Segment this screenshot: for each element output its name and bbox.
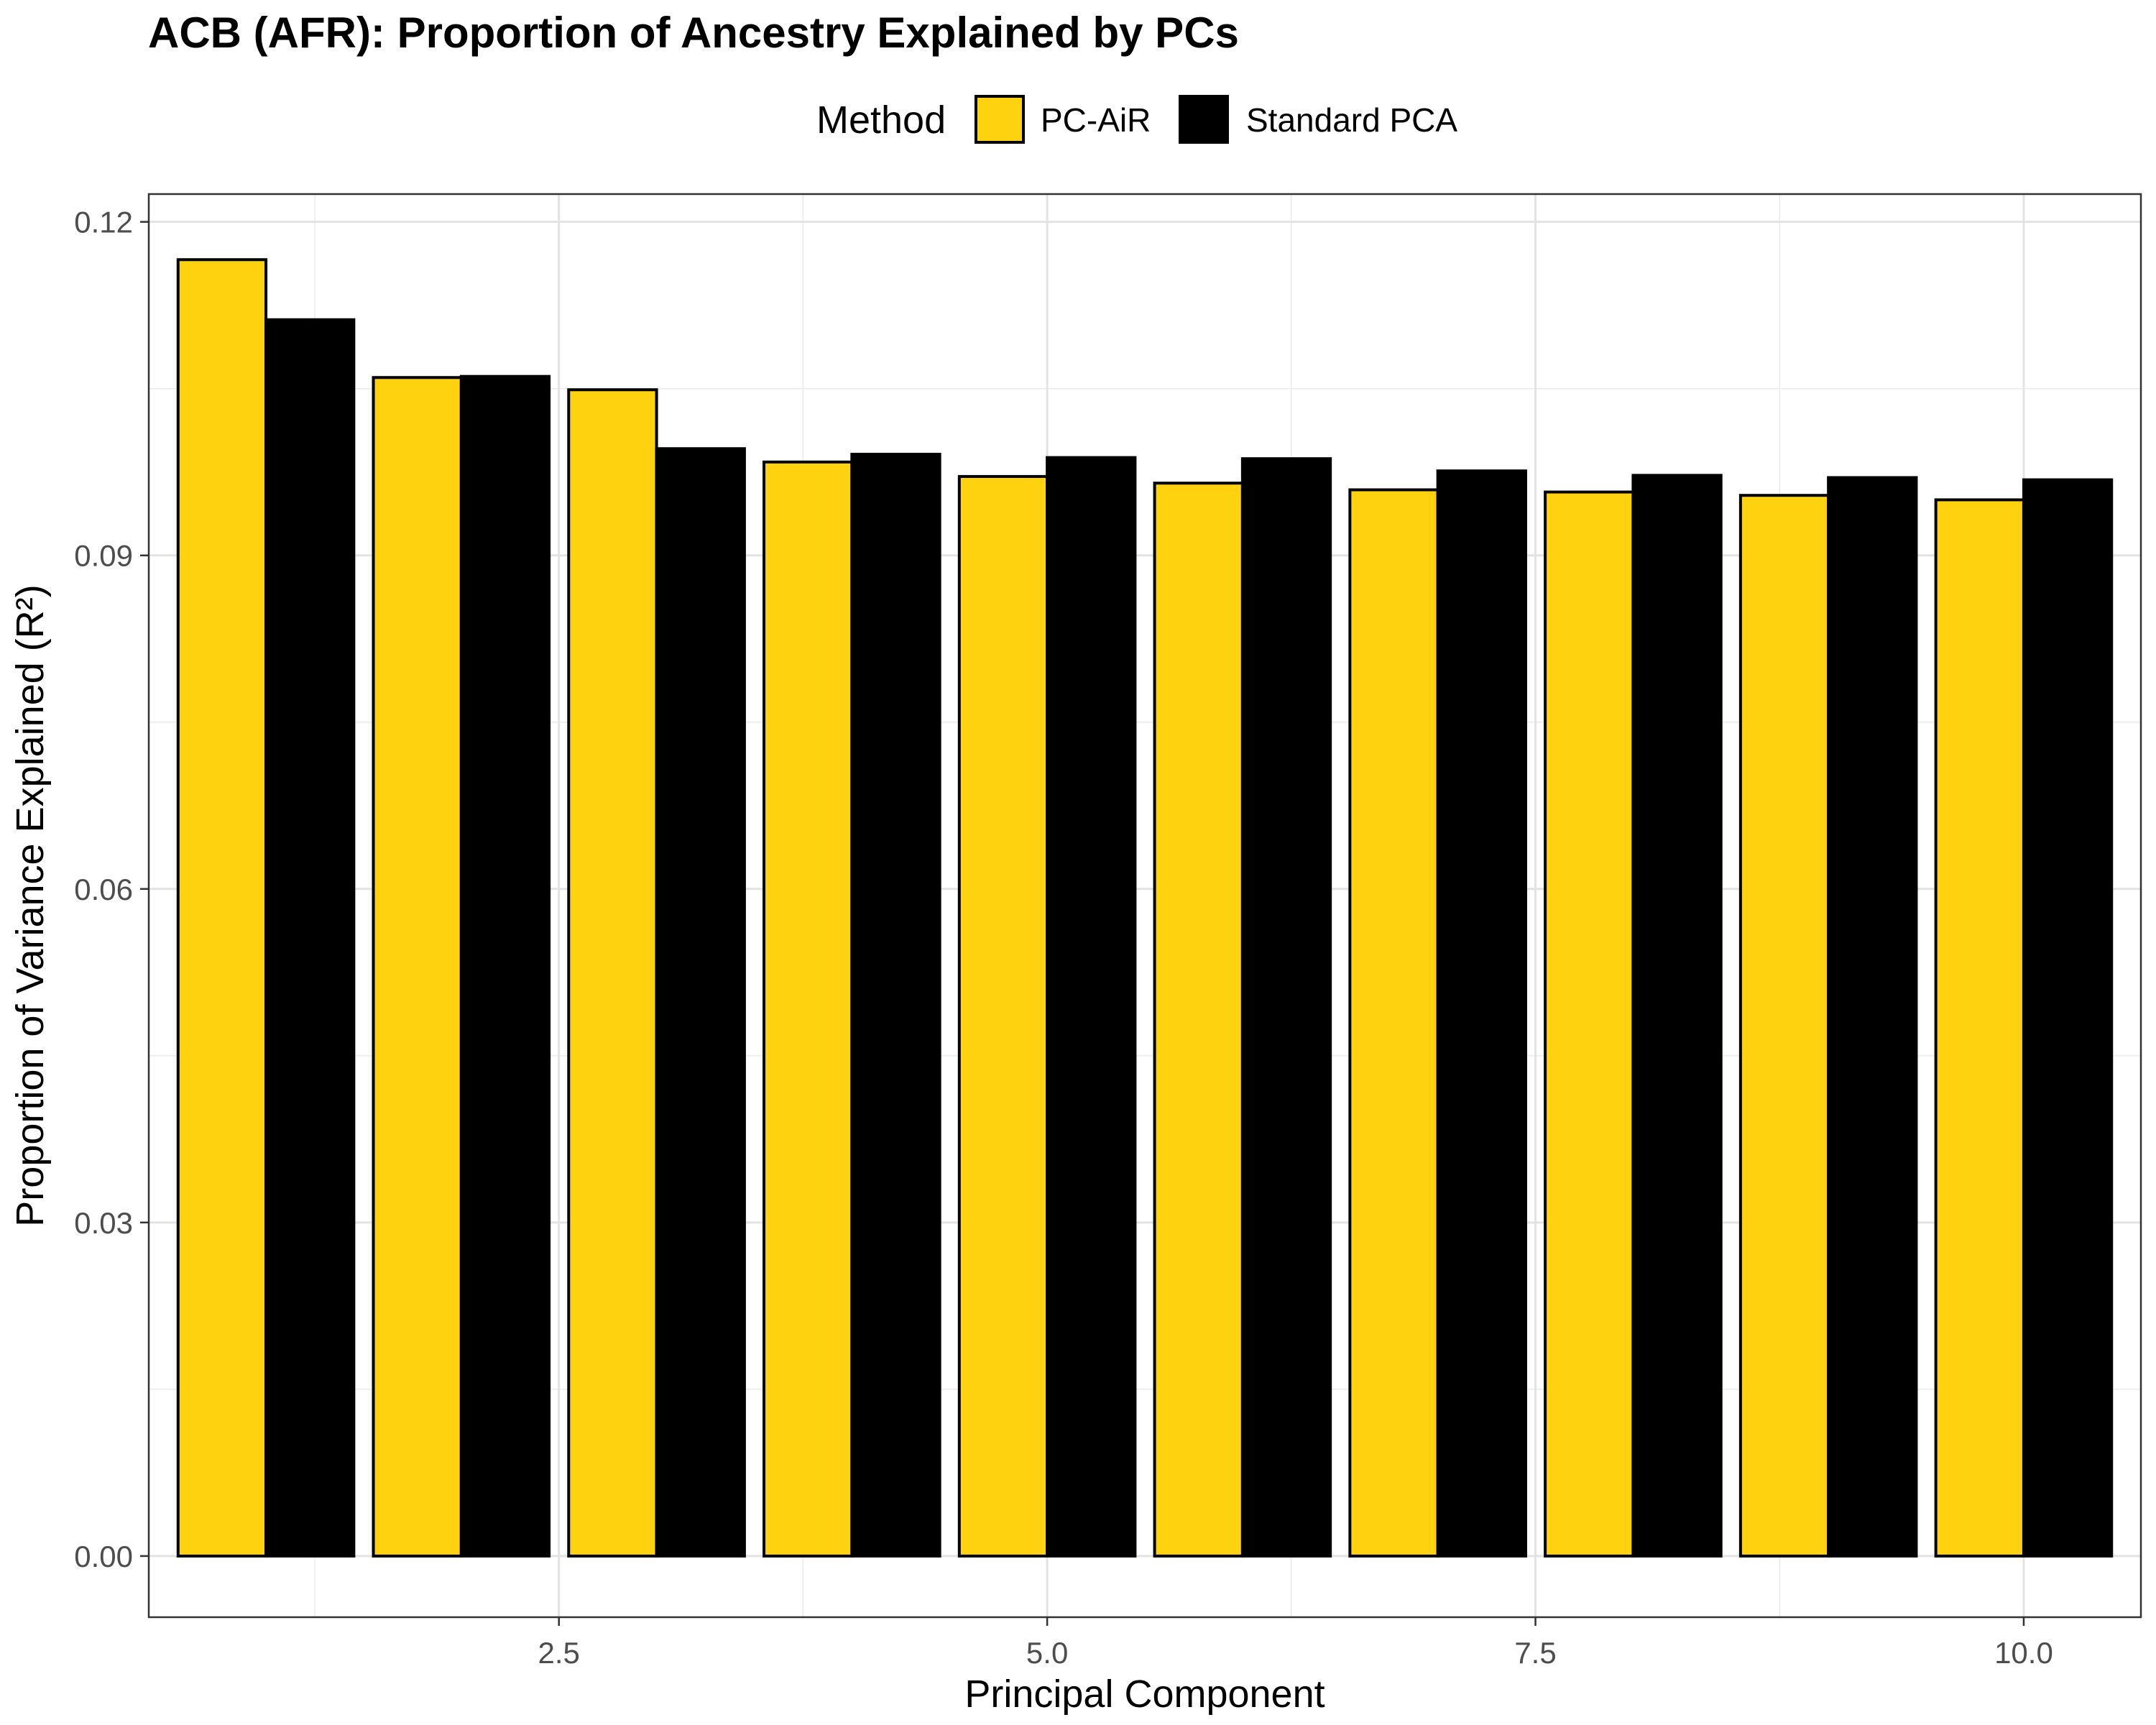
x-tick-label: 5.0 [1026, 1636, 1068, 1670]
x-axis-title: Principal Component [964, 1673, 1325, 1716]
y-tick-label: 0.00 [74, 1540, 133, 1573]
legend-label-standard-pca: Standard PCA [1246, 101, 1457, 139]
bars [176, 258, 2114, 1558]
legend-label-pc-air: PC-AiR [1041, 101, 1151, 139]
bar-standard-pca-pc5 [1046, 456, 1137, 1558]
bar-standard-pca-pc3 [655, 447, 746, 1558]
bar-pc-air-pc2 [372, 376, 463, 1558]
bar-pc-air-pc1 [176, 258, 268, 1558]
y-tick-label: 0.12 [74, 206, 133, 239]
bar-standard-pca-pc2 [459, 374, 551, 1558]
bar-standard-pca-pc10 [2022, 478, 2114, 1558]
legend: Method PC-AiR Standard PCA [816, 95, 1457, 144]
bar-pc-air-pc8 [1544, 490, 1635, 1558]
legend-key-pc-air [975, 95, 1025, 144]
bar-standard-pca-pc8 [1631, 474, 1723, 1558]
bar-pc-air-pc10 [1934, 498, 2025, 1558]
bar-pc-air-pc3 [567, 388, 658, 1558]
axes: 0.00 0.03 0.06 0.09 0.12 2.5 5.0 7.5 10.0 [74, 206, 2053, 1670]
y-axis-title: Proportion of Variance Explained (R²) [9, 584, 52, 1226]
bar-pc-air-pc5 [957, 474, 1049, 1558]
y-tick-label: 0.09 [74, 539, 133, 573]
bar-pc-air-pc6 [1153, 482, 1244, 1558]
legend-key-standard-pca [1179, 95, 1229, 144]
x-tick-label: 7.5 [1514, 1636, 1556, 1670]
bar-standard-pca-pc6 [1240, 457, 1332, 1558]
legend-title: Method [816, 98, 946, 142]
bar-pc-air-pc9 [1738, 494, 1830, 1558]
x-tick-label: 10.0 [1994, 1636, 2053, 1670]
bar-pc-air-pc7 [1348, 488, 1439, 1558]
bar-standard-pca-pc1 [264, 318, 356, 1558]
bar-pc-air-pc4 [763, 460, 854, 1558]
bar-standard-pca-pc9 [1827, 476, 1918, 1558]
bar-standard-pca-pc7 [1436, 469, 1527, 1558]
bar-standard-pca-pc4 [850, 452, 941, 1558]
y-tick-label: 0.06 [74, 873, 133, 906]
x-tick-label: 2.5 [538, 1636, 580, 1670]
y-tick-label: 0.03 [74, 1206, 133, 1240]
plot-panel-border [147, 193, 2142, 1619]
chart-title: ACB (AFR): Proportion of Ancestry Explai… [148, 9, 1239, 57]
